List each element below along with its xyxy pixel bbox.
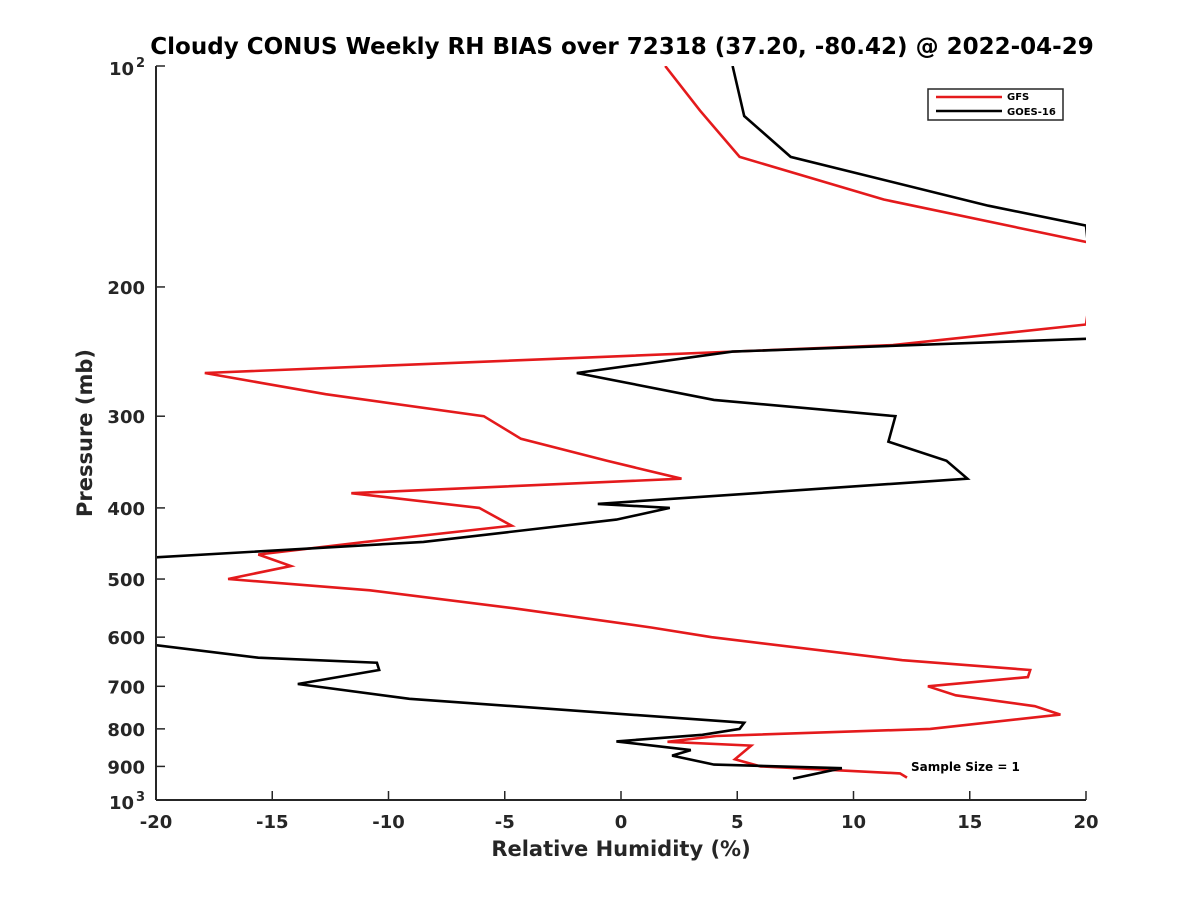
series-line-goes16 <box>156 66 1086 780</box>
x-tick-label: 15 <box>957 812 982 833</box>
x-tick-label: -15 <box>256 812 289 833</box>
y-tick-label-power: 10 3 <box>109 790 145 814</box>
legend: GFS GOES-16 <box>927 88 1064 121</box>
y-tick-label-base: 10 <box>109 793 134 814</box>
y-tick-label: 700 <box>107 677 145 698</box>
x-axis-label: Relative Humidity (%) <box>491 837 750 861</box>
x-tick-label: 10 <box>841 812 866 833</box>
series-layer <box>156 66 1086 780</box>
x-ticks: -20 -15 -10 -5 0 5 10 15 20 <box>140 791 1099 833</box>
x-tick-label: 5 <box>731 812 744 833</box>
y-tick-label: 900 <box>107 757 145 778</box>
y-tick-label-exponent: 2 <box>136 56 145 71</box>
y-tick-label-base: 10 <box>109 59 134 80</box>
legend-label-gfs: GFS <box>1007 92 1029 103</box>
y-axis-label: Pressure (mb) <box>73 349 97 517</box>
x-tick-label: -5 <box>495 812 515 833</box>
legend-box <box>927 88 1064 121</box>
y-tick-label: 300 <box>107 407 145 428</box>
y-tick-label: 800 <box>107 720 145 741</box>
x-tick-label: -20 <box>140 812 173 833</box>
x-tick-label: -10 <box>372 812 405 833</box>
y-tick-label-exponent: 3 <box>136 790 145 805</box>
x-tick-label: 20 <box>1073 812 1098 833</box>
plot-background <box>156 66 1086 800</box>
y-tick-label-power: 10 2 <box>109 56 145 80</box>
chart-title: Cloudy CONUS Weekly RH BIAS over 72318 (… <box>150 34 1093 60</box>
series-line-gfs <box>204 66 1086 779</box>
x-tick-label: 0 <box>615 812 628 833</box>
sample-size-annotation: Sample Size = 1 <box>911 760 1020 774</box>
y-tick-label: 500 <box>107 570 145 591</box>
y-tick-label: 600 <box>107 628 145 649</box>
legend-label-goes16: GOES-16 <box>1007 107 1056 118</box>
plot-area: -20 -15 -10 -5 0 5 10 15 20 10 220030040050060070… <box>107 56 1098 833</box>
y-tick-label: 400 <box>107 499 145 520</box>
y-tick-label: 200 <box>107 278 145 299</box>
